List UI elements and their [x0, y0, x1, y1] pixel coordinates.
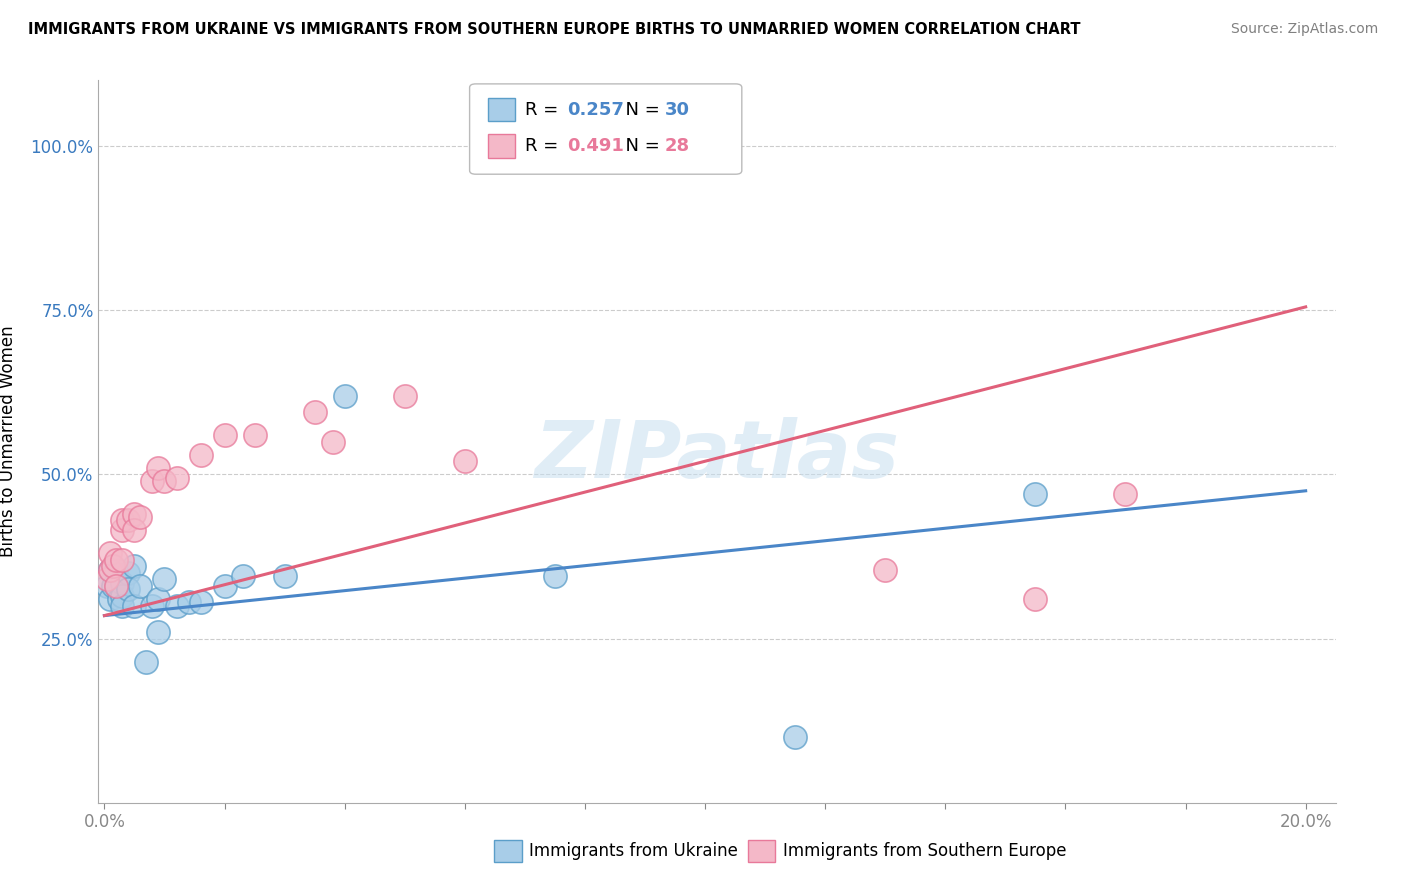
Text: R =: R = [526, 137, 564, 155]
Text: 30: 30 [665, 101, 690, 119]
Point [544, 569, 567, 583]
FancyBboxPatch shape [470, 84, 742, 174]
Point [124, 507, 146, 521]
Point [111, 523, 134, 537]
Point [129, 510, 152, 524]
Point [190, 448, 212, 462]
Point [105, 553, 128, 567]
Point [333, 388, 356, 402]
Point [304, 405, 326, 419]
Point [243, 428, 266, 442]
Text: Immigrants from Southern Europe: Immigrants from Southern Europe [783, 842, 1066, 860]
Point [214, 428, 236, 442]
Point [117, 566, 139, 580]
Text: Immigrants from Ukraine: Immigrants from Ukraine [529, 842, 738, 860]
Point [166, 599, 188, 613]
Point [153, 474, 176, 488]
Point [111, 553, 134, 567]
FancyBboxPatch shape [495, 840, 522, 862]
Point [148, 460, 170, 475]
Point [394, 388, 416, 402]
Point [117, 582, 139, 597]
Point [105, 563, 128, 577]
Point [124, 559, 146, 574]
Point [166, 471, 188, 485]
Point [148, 625, 170, 640]
Text: N =: N = [614, 101, 666, 119]
Text: IMMIGRANTS FROM UKRAINE VS IMMIGRANTS FROM SOUTHERN EUROPE BIRTHS TO UNMARRIED W: IMMIGRANTS FROM UKRAINE VS IMMIGRANTS FR… [28, 22, 1081, 37]
Point [1024, 487, 1046, 501]
Point [1024, 592, 1046, 607]
Point [153, 573, 176, 587]
Point [141, 599, 163, 613]
FancyBboxPatch shape [488, 98, 516, 121]
Point [785, 730, 807, 744]
Point [105, 579, 128, 593]
Point [117, 513, 139, 527]
Point [214, 579, 236, 593]
Text: ZIPatlas: ZIPatlas [534, 417, 900, 495]
Point [148, 592, 170, 607]
Point [875, 563, 897, 577]
FancyBboxPatch shape [488, 135, 516, 158]
Point [100, 563, 122, 577]
Point [111, 599, 134, 613]
Point [108, 592, 131, 607]
Point [141, 474, 163, 488]
Point [111, 589, 134, 603]
Point [190, 595, 212, 609]
Y-axis label: Births to Unmarried Women: Births to Unmarried Women [0, 326, 17, 558]
Point [111, 575, 134, 590]
Text: N =: N = [614, 137, 666, 155]
Point [603, 126, 626, 140]
Text: Source: ZipAtlas.com: Source: ZipAtlas.com [1230, 22, 1378, 37]
Point [100, 546, 122, 560]
Point [103, 579, 125, 593]
Point [96, 573, 118, 587]
Point [100, 563, 122, 577]
Point [232, 569, 254, 583]
Point [177, 595, 200, 609]
Text: R =: R = [526, 101, 564, 119]
Point [96, 579, 118, 593]
Point [100, 592, 122, 607]
FancyBboxPatch shape [748, 840, 775, 862]
Point [1114, 487, 1136, 501]
Point [124, 523, 146, 537]
Text: 0.491: 0.491 [568, 137, 624, 155]
Point [454, 454, 477, 468]
Point [135, 655, 157, 669]
Point [124, 599, 146, 613]
Text: 28: 28 [665, 137, 690, 155]
Point [105, 579, 128, 593]
Point [273, 569, 295, 583]
Point [322, 434, 344, 449]
Point [129, 579, 152, 593]
Point [111, 513, 134, 527]
Point [103, 559, 125, 574]
Text: 0.257: 0.257 [568, 101, 624, 119]
